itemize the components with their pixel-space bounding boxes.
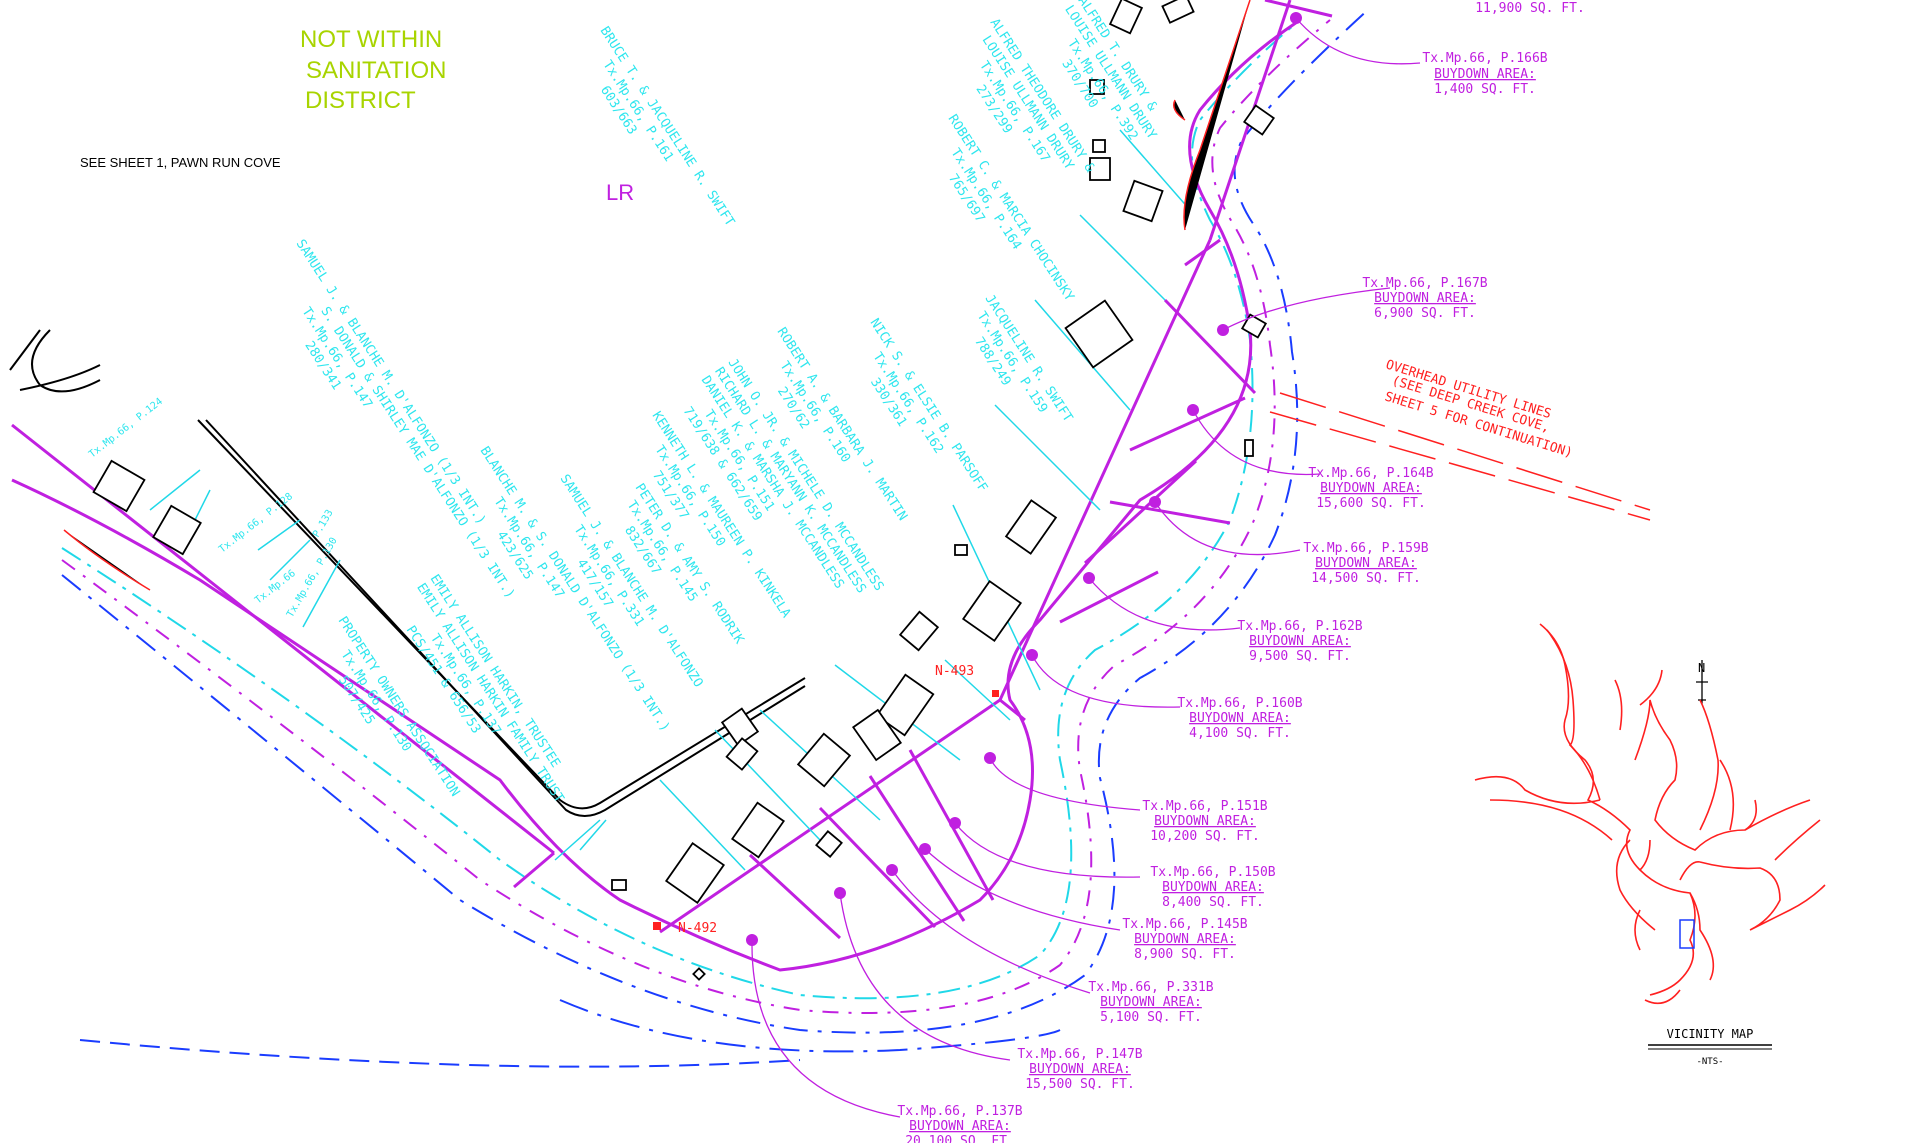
svg-text:BUYDOWN AREA:: BUYDOWN AREA: <box>1029 1062 1131 1077</box>
svg-text:BUYDOWN AREA:: BUYDOWN AREA: <box>1249 634 1351 649</box>
svg-text:8,900 SQ. FT.: 8,900 SQ. FT. <box>1134 947 1236 962</box>
small-parcel-label: Tx.Mp.66, P.124 <box>87 396 165 460</box>
svg-text:BUYDOWN AREA:: BUYDOWN AREA: <box>1374 291 1476 306</box>
owner-label: NICK S. & ELSIE B. PARSOFF Tx.Mp.66, P.1… <box>867 316 991 495</box>
see-sheet-note: SEE SHEET 1, PAWN RUN COVE <box>80 155 281 170</box>
svg-text:15,500 SQ. FT.: 15,500 SQ. FT. <box>1025 1077 1135 1092</box>
buydown-label: Tx.Mp.66, P.147B BUYDOWN AREA: 15,500 SQ… <box>1017 1047 1142 1092</box>
svg-text:Tx.Mp.66, P.331B: Tx.Mp.66, P.331B <box>1088 980 1213 995</box>
svg-text:10,200 SQ. FT.: 10,200 SQ. FT. <box>1150 829 1260 844</box>
svg-text:5,100 SQ. FT.: 5,100 SQ. FT. <box>1100 1010 1202 1025</box>
survey-point-label: N-492 <box>678 921 717 936</box>
vicinity-scale: -NTS- <box>1696 1057 1723 1067</box>
owner-labels: BRUCE T. & JACQUELINE R. SWIFT Tx.Mp.66,… <box>293 0 1160 806</box>
buydown-label: Tx.Mp.66, P.145B BUYDOWN AREA: 8,900 SQ.… <box>1122 917 1247 962</box>
vicinity-title: VICINITY MAP <box>1667 1027 1754 1041</box>
buydown-leaders <box>751 17 1421 1118</box>
cul-de-sac <box>9 329 101 393</box>
owner-label: JACQUELINE R. SWIFT Tx.Mp.66, P.159 788/… <box>971 292 1075 425</box>
svg-text:Tx.Mp.66, P.167B: Tx.Mp.66, P.167B <box>1362 276 1487 291</box>
svg-text:Tx.Mp.66, P.137B: Tx.Mp.66, P.137B <box>897 1104 1022 1119</box>
svg-text:4,100 SQ. FT.: 4,100 SQ. FT. <box>1189 726 1291 741</box>
svg-text:BUYDOWN AREA:: BUYDOWN AREA: <box>1154 814 1256 829</box>
survey-point-n493: N-493 <box>935 664 999 697</box>
district-note-line-2: SANITATION <box>306 57 446 84</box>
svg-text:SAMUEL J. & BLANCHE M. D'ALFON: SAMUEL J. & BLANCHE M. D'ALFONZO (1/3 IN… <box>293 237 489 527</box>
buydown-label: Tx.Mp.66, P.150B BUYDOWN AREA: 8,400 SQ.… <box>1150 865 1275 910</box>
svg-text:BUYDOWN AREA:: BUYDOWN AREA: <box>1315 556 1417 571</box>
buydown-label: Tx.Mp.66, P.164B BUYDOWN AREA: 15,600 SQ… <box>1308 466 1433 511</box>
svg-text:Tx.Mp.66, P.150B: Tx.Mp.66, P.150B <box>1150 865 1275 880</box>
buydown-label: Tx.Mp.66, P.160B BUYDOWN AREA: 4,100 SQ.… <box>1177 696 1302 741</box>
vicinity-map <box>1474 623 1826 1005</box>
owner-label: BRUCE T. & JACQUELINE R. SWIFT Tx.Mp.66,… <box>597 24 738 229</box>
structures <box>92 0 1275 981</box>
svg-text:8,400 SQ. FT.: 8,400 SQ. FT. <box>1162 895 1264 910</box>
district-note-line-3: DISTRICT <box>305 87 416 114</box>
north-arrow: N <box>1696 660 1708 704</box>
buydown-label: Tx.Mp.66, P.167B BUYDOWN AREA: 6,900 SQ.… <box>1362 276 1487 321</box>
svg-text:Tx.Mp.66, P.162B: Tx.Mp.66, P.162B <box>1237 619 1362 634</box>
zone-label: LR <box>606 180 634 205</box>
road <box>197 419 806 817</box>
svg-text:11,900 SQ. FT.: 11,900 SQ. FT. <box>1475 1 1585 16</box>
svg-text:1,400 SQ. FT.: 1,400 SQ. FT. <box>1434 82 1536 97</box>
svg-text:BUYDOWN AREA:: BUYDOWN AREA: <box>1434 67 1536 82</box>
buydown-label: Tx.Mp.66, P.331B BUYDOWN AREA: 5,100 SQ.… <box>1088 980 1213 1025</box>
buydown-dots <box>746 12 1302 946</box>
small-parcel-label: Tx.Mp.66, P.128 <box>217 491 295 555</box>
district-note: NOT WITHIN SANITATION DISTRICT <box>300 26 446 114</box>
svg-text:BUYDOWN AREA:: BUYDOWN AREA: <box>1134 932 1236 947</box>
svg-text:6,900 SQ. FT.: 6,900 SQ. FT. <box>1374 306 1476 321</box>
buydown-label: Tx.Mp.66, P.159B BUYDOWN AREA: 14,500 SQ… <box>1303 541 1428 586</box>
buydown-label: Tx.Mp.66, P.166B BUYDOWN AREA: 1,400 SQ.… <box>1422 51 1547 97</box>
survey-point-label: N-493 <box>935 664 974 679</box>
svg-text:Tx.Mp.66, P.159B: Tx.Mp.66, P.159B <box>1303 541 1428 556</box>
contour-lines <box>61 7 1371 1068</box>
svg-text:BUYDOWN AREA:: BUYDOWN AREA: <box>1320 481 1422 496</box>
small-parcel-label: P.133 <box>311 508 336 540</box>
svg-text:BUYDOWN AREA:: BUYDOWN AREA: <box>1162 880 1264 895</box>
buydown-label: 11,900 SQ. FT. <box>1475 1 1585 16</box>
svg-text:Tx.Mp.66, P.164B: Tx.Mp.66, P.164B <box>1308 466 1433 481</box>
svg-text:Tx.Mp.66, P.151B: Tx.Mp.66, P.151B <box>1142 799 1267 814</box>
svg-text:Tx.Mp.66, P.160B: Tx.Mp.66, P.160B <box>1177 696 1302 711</box>
buydown-label: Tx.Mp.66, P.151B BUYDOWN AREA: 10,200 SQ… <box>1142 799 1267 844</box>
svg-text:BUYDOWN AREA:: BUYDOWN AREA: <box>1189 711 1291 726</box>
owner-tie-lines <box>149 129 1191 871</box>
survey-point-n492: N-492 <box>653 921 717 936</box>
buydown-labels: 11,900 SQ. FT. Tx.Mp.66, P.166B BUYDOWN … <box>897 1 1584 1143</box>
owner-label: EMILY ALLISON HARKIN, TRUSTEE EMILY ALLI… <box>403 572 567 806</box>
svg-text:9,500 SQ. FT.: 9,500 SQ. FT. <box>1249 649 1351 664</box>
vicinity-map-title: VICINITY MAP -NTS- <box>1648 1027 1772 1067</box>
svg-text:Tx.Mp.66, P.166B: Tx.Mp.66, P.166B <box>1422 51 1547 66</box>
buydown-label: Tx.Mp.66, P.162B BUYDOWN AREA: 9,500 SQ.… <box>1237 619 1362 664</box>
svg-text:15,600 SQ. FT.: 15,600 SQ. FT. <box>1316 496 1426 511</box>
svg-text:BUYDOWN AREA:: BUYDOWN AREA: <box>909 1119 1011 1134</box>
utility-note: OVERHEAD UTILITY LINES (SEE DEEP CREEK C… <box>1383 357 1575 461</box>
buydown-label: Tx.Mp.66, P.137B BUYDOWN AREA: 20,100 SQ… <box>897 1104 1022 1143</box>
svg-text:BUYDOWN AREA:: BUYDOWN AREA: <box>1100 995 1202 1010</box>
owner-label: SAMUEL J. & BLANCHE M. D'ALFONZO (1/3 IN… <box>293 237 518 601</box>
vicinity-site-marker <box>1679 919 1695 949</box>
svg-text:14,500 SQ. FT.: 14,500 SQ. FT. <box>1311 571 1421 586</box>
svg-text:Tx.Mp.66, P.147B: Tx.Mp.66, P.147B <box>1017 1047 1142 1062</box>
district-note-line-1: NOT WITHIN <box>300 26 442 53</box>
svg-text:Tx.Mp.66, P.145B: Tx.Mp.66, P.145B <box>1122 917 1247 932</box>
svg-text:20,100 SQ. FT.: 20,100 SQ. FT. <box>905 1134 1015 1143</box>
overhead-utility-lines <box>63 0 1651 591</box>
